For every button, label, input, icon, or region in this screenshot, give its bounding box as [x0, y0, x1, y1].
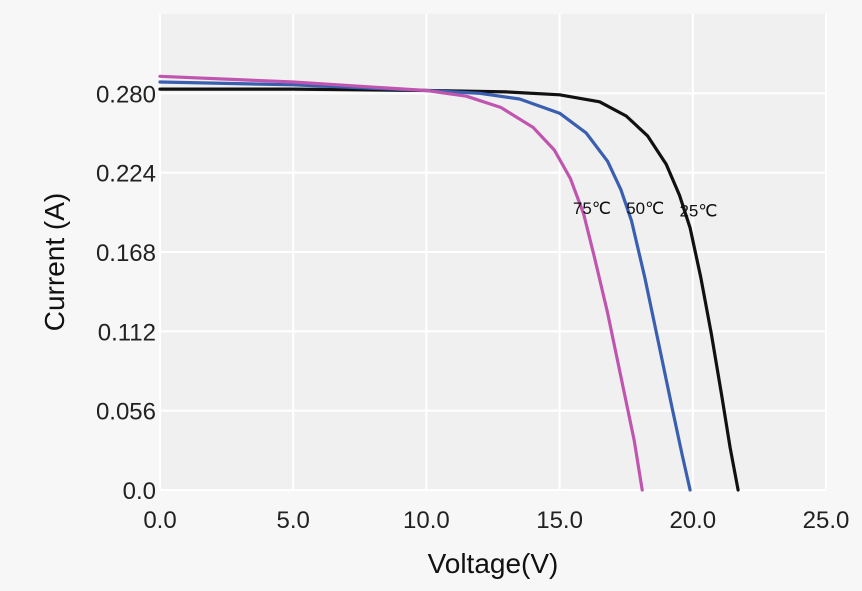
x-tick-label: 5.0: [277, 507, 310, 534]
curve-annotations: 75℃ 50℃ 25℃: [573, 199, 718, 221]
curve-label: 50℃: [626, 199, 664, 218]
y-tick-label: 0.056: [96, 399, 156, 426]
x-axis-title: Voltage(V): [428, 548, 559, 579]
y-tick-label: 0.168: [96, 240, 156, 267]
x-tick-label: 25.0: [803, 507, 850, 534]
grid-lines: [159, 14, 827, 491]
x-tick-label: 15.0: [536, 507, 583, 534]
y-tick-label: 0.112: [98, 319, 156, 346]
y-tick-label: 0.224: [96, 161, 156, 188]
curve-label: 75℃: [573, 199, 611, 218]
series-line-75: [158, 74, 644, 492]
x-tick-label: 20.0: [669, 507, 716, 534]
x-tick-label: 0.0: [143, 507, 176, 534]
series-lines: [158, 74, 740, 492]
curve-label: 25℃: [679, 202, 717, 221]
x-axis-ticks: 0.0 5.0 10.0 15.0 20.0 25.0: [143, 507, 849, 534]
x-tick-label: 10.0: [403, 507, 450, 534]
y-tick-label: 0.0: [123, 478, 156, 505]
y-axis-ticks: 0.0 0.056 0.112 0.168 0.224 0.280: [96, 81, 156, 505]
y-tick-label: 0.280: [96, 81, 156, 108]
y-axis-title: Current (A): [39, 193, 70, 331]
